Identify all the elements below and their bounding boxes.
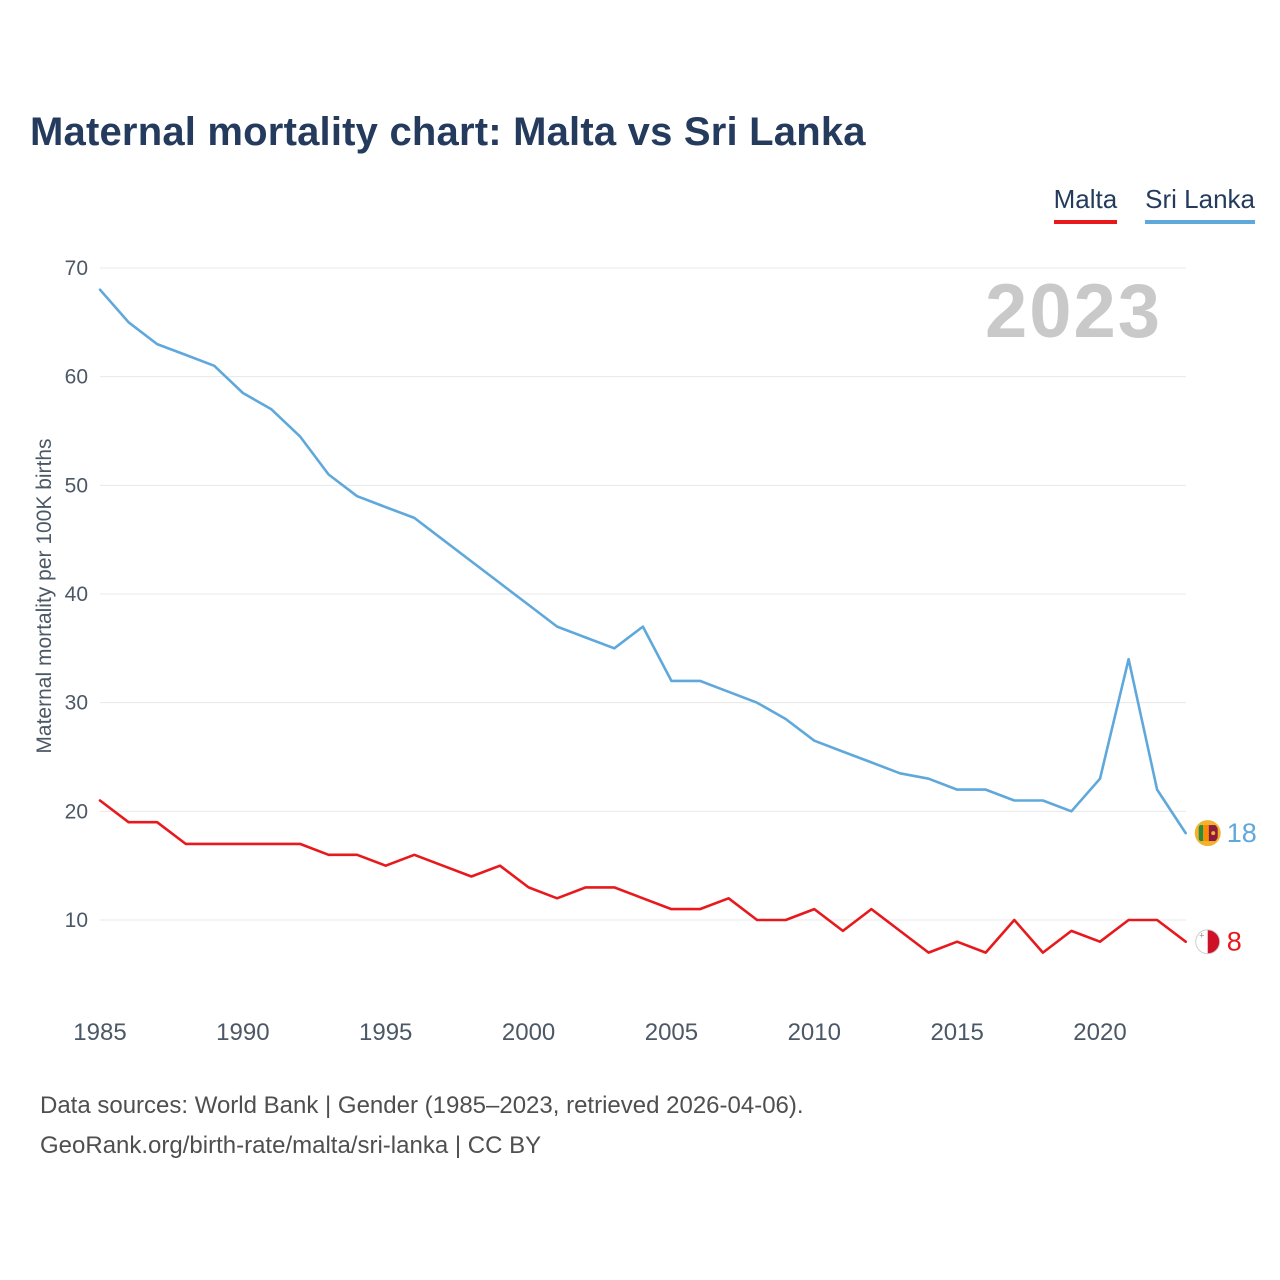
x-tick-label: 1985 [73,1019,126,1046]
y-tick-label: 70 [65,257,88,280]
chart-title: Maternal mortality chart: Malta vs Sri L… [30,110,866,154]
y-tick-label: 30 [65,692,88,715]
legend-item-malta[interactable]: Malta [1053,184,1118,224]
x-tick-label: 2015 [930,1019,983,1046]
y-tick-label: 60 [65,366,88,389]
y-tick-label: 20 [65,800,88,823]
end-value-sri-lanka: 18 [1227,818,1257,848]
x-tick-label: 2000 [502,1019,555,1046]
attribution-text: GeoRank.org/birth-rate/malta/sri-lanka |… [40,1132,542,1159]
flag-half-white [1195,929,1208,954]
chart-footer: Data sources: World Bank | Gender (1985–… [40,1086,804,1166]
x-tick-label: 2010 [788,1019,841,1046]
malta-flag-icon: + [1195,929,1221,955]
flag-border [1195,929,1221,955]
series-line-malta [98,799,1187,954]
flag-stripe-orange [1203,825,1209,842]
series-line-sri-lanka [98,288,1187,835]
data-sources-text: Data sources: World Bank | Gender (1985–… [40,1092,804,1119]
x-tick-label: 1995 [359,1019,412,1046]
y-tick-label: 50 [65,474,88,497]
george-cross-mark: + [1199,931,1204,941]
flag-lion-mark [1211,831,1216,836]
flag-half-red [1207,929,1220,954]
sri-lanka-flag-icon [1194,820,1221,847]
x-tick-label: 1990 [216,1019,269,1046]
end-value-malta: 8 [1227,927,1242,957]
chart-legend: Malta Sri Lanka [1053,184,1255,224]
legend-item-sri-lanka[interactable]: Sri Lanka [1145,184,1255,224]
y-tick-label: 40 [65,583,88,606]
x-tick-label: 2005 [645,1019,698,1046]
x-tick-label: 2020 [1073,1019,1126,1046]
flag-stripe-green [1198,825,1204,842]
y-tick-label: 10 [65,909,88,932]
year-watermark: 2023 [985,269,1163,354]
